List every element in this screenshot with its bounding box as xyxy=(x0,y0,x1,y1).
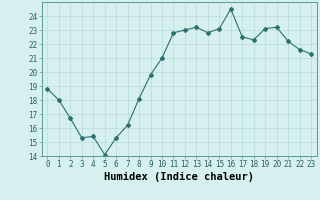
X-axis label: Humidex (Indice chaleur): Humidex (Indice chaleur) xyxy=(104,172,254,182)
